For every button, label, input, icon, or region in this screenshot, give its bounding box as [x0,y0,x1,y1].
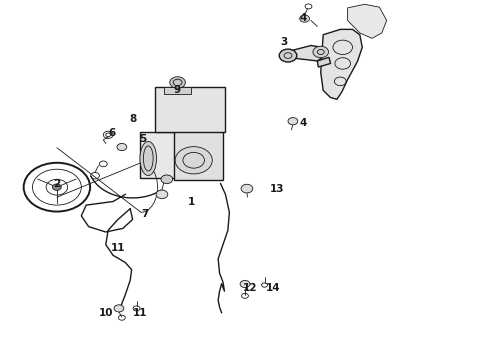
Circle shape [52,184,61,190]
Text: 9: 9 [173,85,180,95]
Circle shape [300,15,310,22]
Circle shape [241,184,253,193]
Text: 7: 7 [141,209,148,219]
Text: 2: 2 [53,179,60,189]
Circle shape [313,46,329,58]
Text: 1: 1 [188,197,195,207]
Text: 11: 11 [133,308,147,318]
Circle shape [288,118,298,125]
Polygon shape [140,132,176,178]
Polygon shape [174,123,223,180]
Text: 14: 14 [266,283,281,293]
Text: 11: 11 [111,243,125,253]
Circle shape [114,305,124,312]
Text: 10: 10 [98,308,113,318]
Ellipse shape [140,141,157,176]
Polygon shape [321,30,362,99]
Text: 8: 8 [129,114,136,124]
Text: 13: 13 [270,184,284,194]
Polygon shape [284,45,324,61]
Text: 12: 12 [243,283,257,293]
Text: 4: 4 [300,118,307,128]
Circle shape [156,190,168,199]
Circle shape [117,143,127,150]
Polygon shape [164,87,191,94]
Text: 3: 3 [280,37,288,47]
Text: 4: 4 [300,13,307,23]
Text: 6: 6 [108,128,116,138]
Circle shape [175,147,212,174]
Polygon shape [347,4,387,39]
Polygon shape [155,87,225,132]
Circle shape [161,175,172,184]
Circle shape [279,49,297,62]
Text: 5: 5 [139,134,146,144]
Circle shape [240,280,250,288]
Polygon shape [318,57,331,67]
Circle shape [170,77,185,88]
